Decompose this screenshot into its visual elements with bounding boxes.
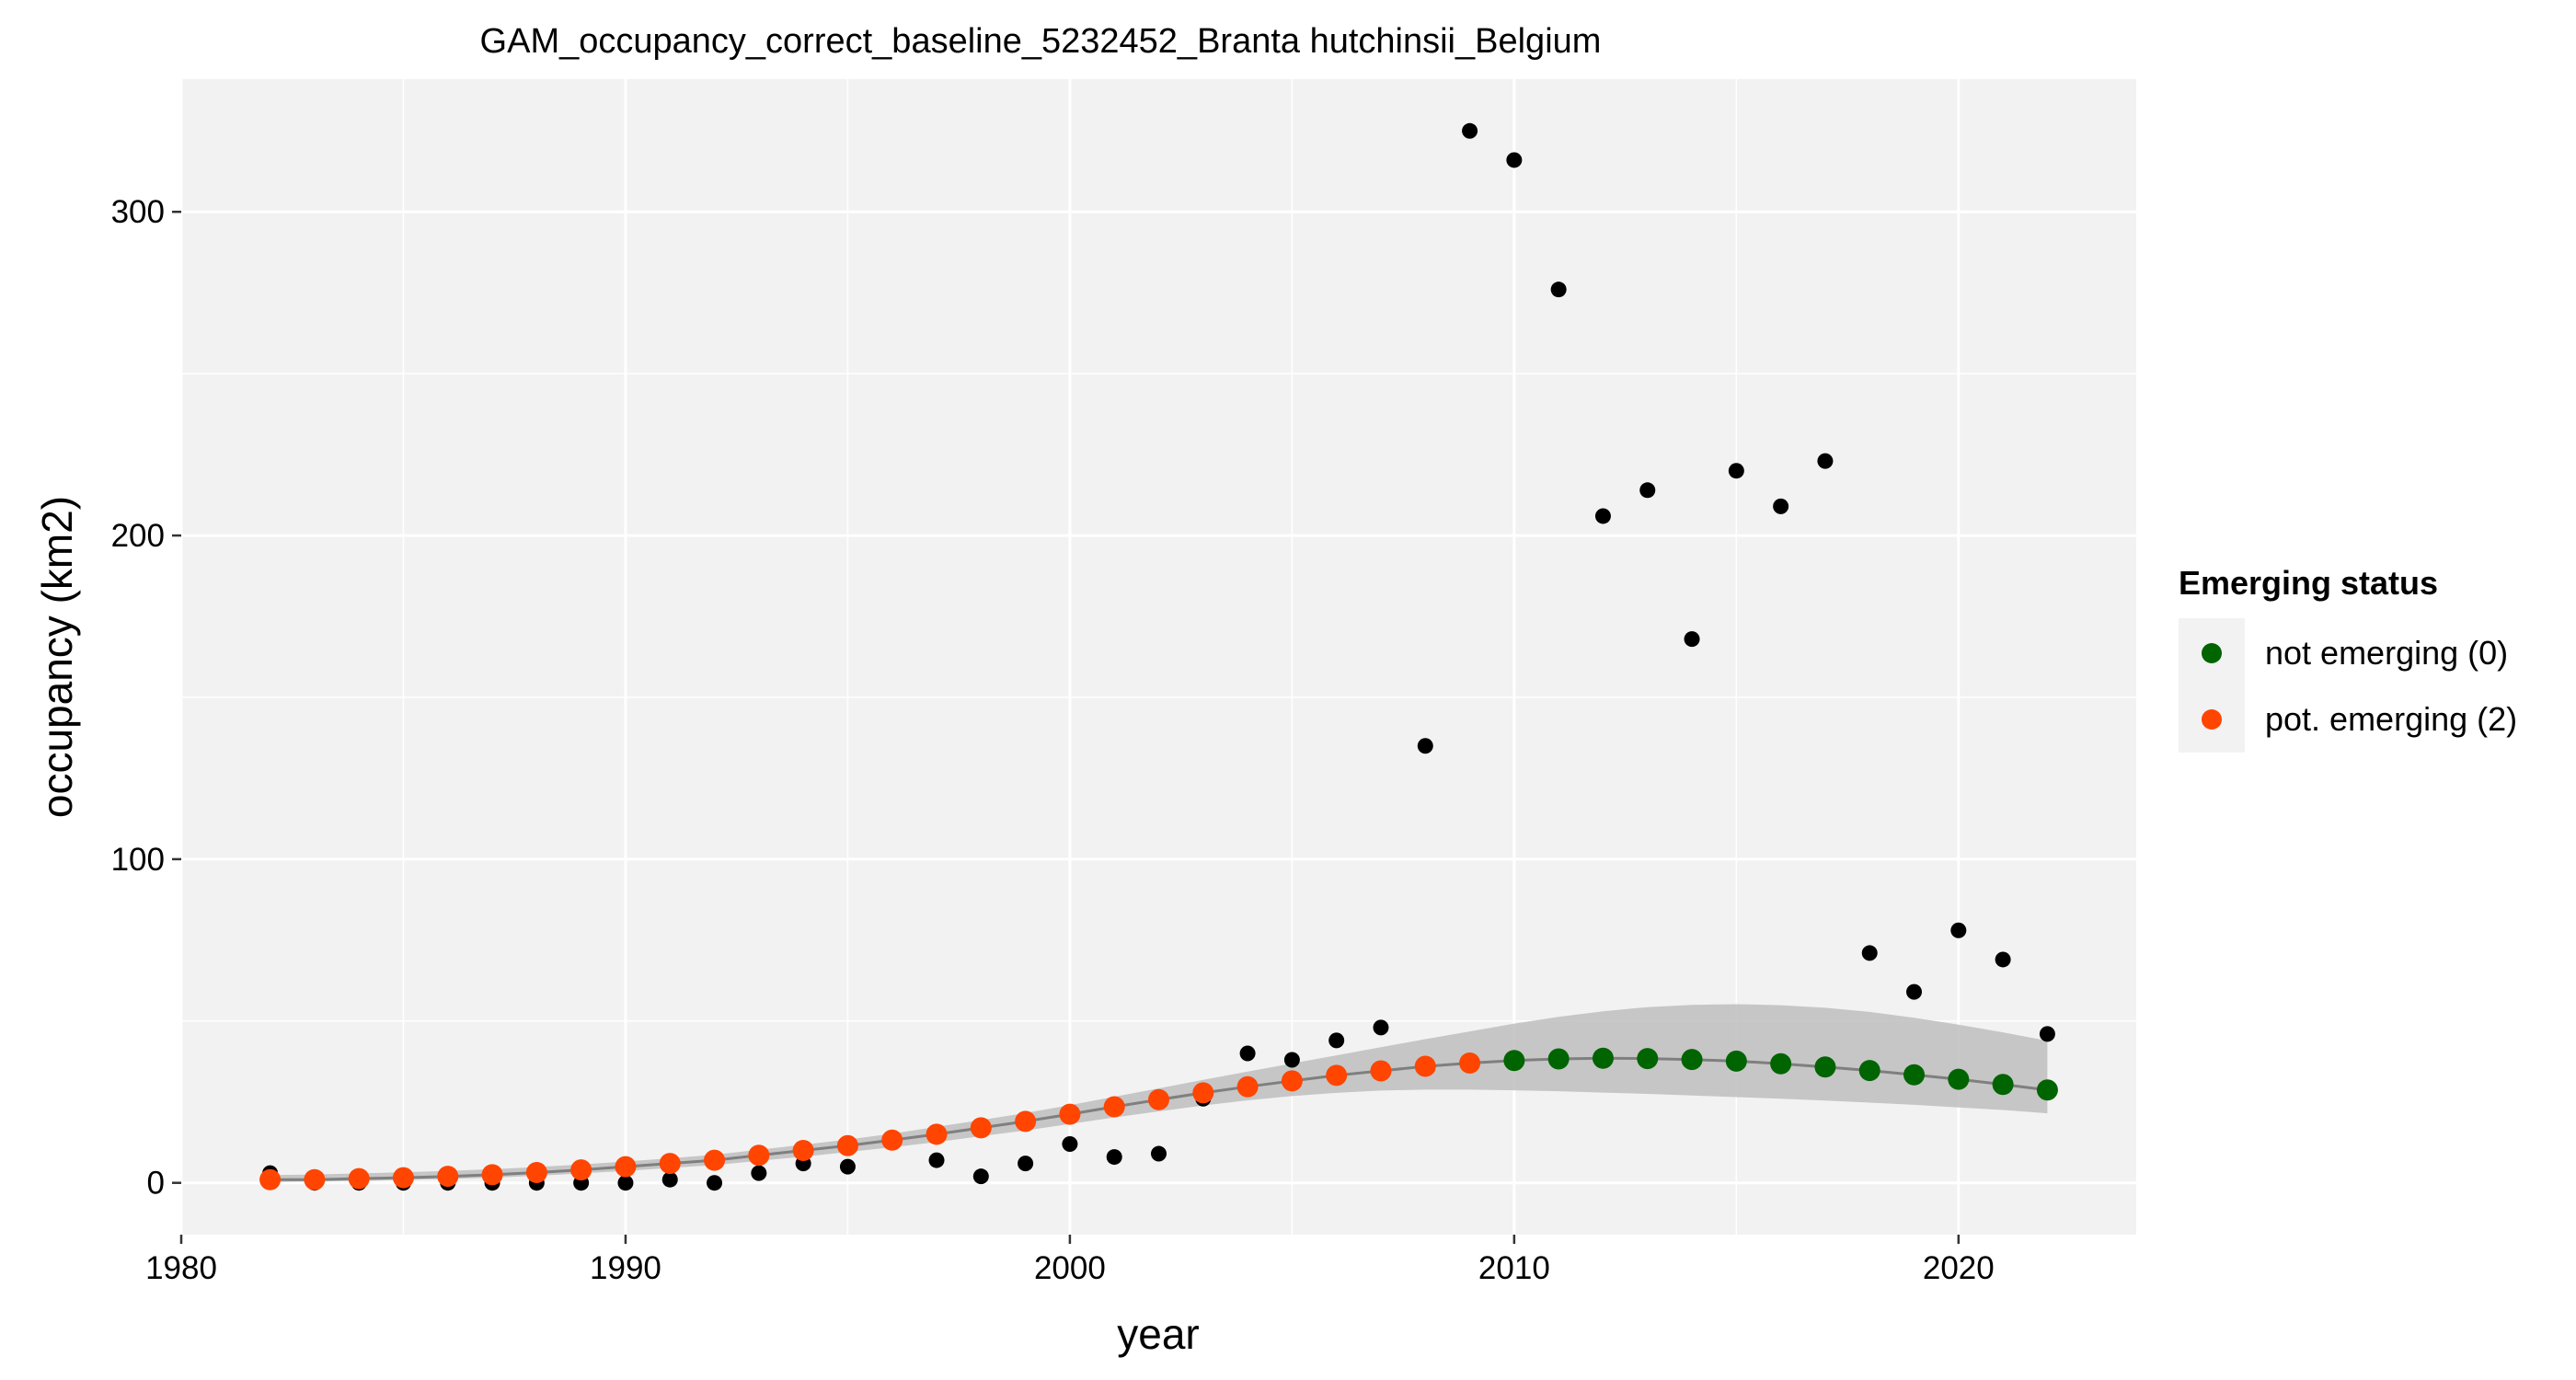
observed-point xyxy=(1550,282,1567,298)
fitted-point-pot-emerging xyxy=(615,1156,637,1178)
fitted-point-pot-emerging xyxy=(1459,1052,1481,1075)
legend-label-not-emerging: not emerging (0) xyxy=(2265,634,2508,672)
fitted-point-not-emerging xyxy=(1637,1048,1659,1070)
x-tick-label: 2010 xyxy=(1478,1250,1550,1286)
observed-point xyxy=(1773,498,1789,514)
x-tick-label: 1990 xyxy=(590,1250,661,1286)
y-axis-title: occupancy (km2) xyxy=(33,496,81,818)
x-tick-label: 2000 xyxy=(1034,1250,1106,1286)
fitted-point-pot-emerging xyxy=(1236,1075,1259,1098)
observed-point xyxy=(1995,951,2011,968)
fitted-point-not-emerging xyxy=(1547,1048,1570,1070)
observed-point xyxy=(1106,1149,1122,1166)
observed-point xyxy=(1151,1145,1167,1162)
fitted-point-pot-emerging xyxy=(1414,1055,1436,1077)
observed-point xyxy=(1239,1045,1256,1062)
observed-point xyxy=(1728,463,1744,479)
fitted-point-pot-emerging xyxy=(348,1167,370,1190)
fitted-point-pot-emerging xyxy=(1015,1110,1037,1133)
observed-point xyxy=(1062,1135,1078,1152)
fitted-point-pot-emerging xyxy=(704,1149,726,1171)
observed-point xyxy=(1506,152,1523,168)
observed-point xyxy=(928,1152,945,1168)
fitted-point-pot-emerging xyxy=(392,1167,414,1189)
fitted-point-pot-emerging xyxy=(259,1168,282,1190)
fitted-point-pot-emerging xyxy=(1103,1096,1125,1118)
fitted-point-pot-emerging xyxy=(881,1129,903,1151)
fitted-point-pot-emerging xyxy=(970,1117,992,1139)
fitted-point-pot-emerging xyxy=(926,1123,948,1145)
observed-point xyxy=(1906,983,1923,1000)
observed-point xyxy=(1861,945,1878,961)
fitted-point-pot-emerging xyxy=(836,1134,858,1156)
legend-label-pot-emerging: pot. emerging (2) xyxy=(2265,700,2517,738)
fitted-points xyxy=(259,1047,2058,1190)
y-tick-label: 0 xyxy=(147,1166,165,1202)
x-tick-label: 2020 xyxy=(1923,1250,1995,1286)
observed-point xyxy=(707,1175,723,1191)
fitted-point-not-emerging xyxy=(1681,1049,1703,1071)
x-tick-label: 1980 xyxy=(145,1250,217,1286)
legend: Emerging status not emerging (0) pot. em… xyxy=(2179,564,2517,753)
fitted-point-pot-emerging xyxy=(1148,1088,1169,1110)
observed-point xyxy=(1462,122,1478,139)
fitted-point-not-emerging xyxy=(1770,1052,1792,1075)
observed-point xyxy=(1639,482,1656,499)
fitted-point-pot-emerging xyxy=(748,1144,770,1167)
observed-point xyxy=(661,1171,678,1188)
fitted-point-not-emerging xyxy=(1992,1074,2014,1096)
fitted-point-pot-emerging xyxy=(1326,1064,1348,1087)
fitted-point-pot-emerging xyxy=(570,1159,592,1181)
observed-point xyxy=(2039,1026,2055,1042)
fitted-point-not-emerging xyxy=(2036,1079,2058,1101)
observed-point xyxy=(1283,1052,1300,1068)
fitted-point-pot-emerging xyxy=(304,1168,326,1190)
y-tick-label: 100 xyxy=(111,842,165,878)
fitted-point-not-emerging xyxy=(1903,1064,1926,1086)
chart-title: GAM_occupancy_correct_baseline_5232452_B… xyxy=(480,22,1602,61)
legend-title: Emerging status xyxy=(2179,564,2438,602)
axes: 1980 1990 2000 2010 2020 0 100 200 300 xyxy=(111,194,1995,1286)
observed-point xyxy=(617,1175,634,1191)
observed-point xyxy=(1018,1156,1034,1172)
fitted-point-pot-emerging xyxy=(1059,1103,1081,1125)
legend-key-background xyxy=(2179,618,2245,753)
fitted-point-pot-emerging xyxy=(481,1164,503,1186)
y-tick-label: 300 xyxy=(111,194,165,230)
fitted-point-pot-emerging xyxy=(1192,1082,1214,1104)
fitted-point-not-emerging xyxy=(1948,1068,1970,1090)
observed-point xyxy=(1328,1032,1345,1049)
x-axis-title: year xyxy=(1117,1310,1199,1358)
fitted-point-not-emerging xyxy=(1814,1056,1836,1078)
fitted-point-pot-emerging xyxy=(437,1166,459,1188)
observed-point xyxy=(1373,1019,1389,1036)
observed-point xyxy=(1684,631,1700,648)
observed-point xyxy=(751,1165,767,1181)
observed-point xyxy=(1950,922,1967,938)
fitted-point-pot-emerging xyxy=(659,1153,681,1175)
observed-point xyxy=(1817,453,1834,469)
fitted-point-pot-emerging xyxy=(792,1140,814,1162)
observed-point xyxy=(1417,738,1433,754)
fitted-point-not-emerging xyxy=(1503,1050,1525,1072)
fitted-point-not-emerging xyxy=(1858,1060,1880,1082)
y-tick-label: 200 xyxy=(111,518,165,554)
fitted-point-not-emerging xyxy=(1725,1050,1747,1072)
legend-key-not-emerging xyxy=(2202,643,2222,663)
fitted-point-pot-emerging xyxy=(1370,1060,1392,1082)
fitted-point-not-emerging xyxy=(1592,1047,1614,1069)
observed-point xyxy=(972,1168,989,1185)
observed-point xyxy=(1594,508,1611,524)
fitted-point-pot-emerging xyxy=(525,1161,547,1183)
observed-point xyxy=(839,1158,856,1175)
legend-key-pot-emerging xyxy=(2202,709,2222,730)
fitted-point-pot-emerging xyxy=(1281,1070,1303,1092)
